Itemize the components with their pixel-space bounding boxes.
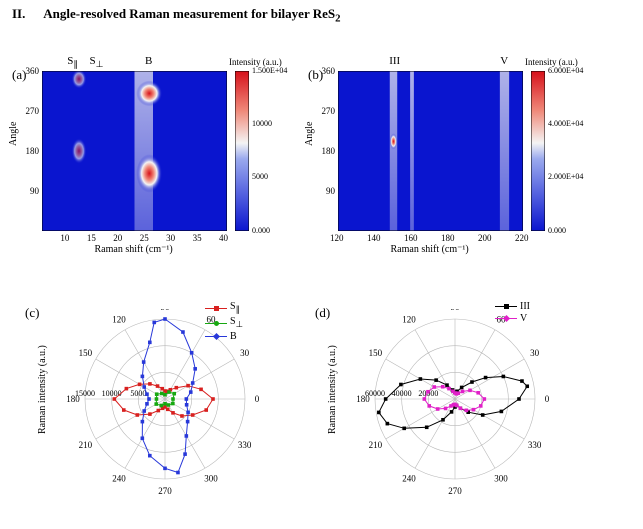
figure: (a)S∥S⊥B90180270360Angle10152025303540Ra… <box>0 39 643 519</box>
svg-text:120: 120 <box>402 314 416 324</box>
svg-text:300: 300 <box>494 473 508 483</box>
svg-text:90: 90 <box>161 309 171 312</box>
svg-text:210: 210 <box>369 440 383 450</box>
svg-text:60000: 60000 <box>365 389 385 398</box>
svg-text:120: 120 <box>112 314 126 324</box>
svg-text:240: 240 <box>402 473 416 483</box>
svg-text:150: 150 <box>369 348 383 358</box>
svg-text:30: 30 <box>530 348 540 358</box>
svg-text:270: 270 <box>448 486 462 496</box>
svg-text:330: 330 <box>528 440 542 450</box>
svg-text:90: 90 <box>451 309 461 312</box>
svg-text:0: 0 <box>255 394 260 404</box>
svg-text:270: 270 <box>158 486 172 496</box>
section-title: Angle-resolved Raman measurement for bil… <box>43 6 340 21</box>
svg-text:300: 300 <box>204 473 218 483</box>
svg-text:210: 210 <box>79 440 93 450</box>
svg-text:240: 240 <box>112 473 126 483</box>
svg-text:30: 30 <box>240 348 250 358</box>
svg-text:15000: 15000 <box>75 389 95 398</box>
svg-text:150: 150 <box>79 348 93 358</box>
svg-text:330: 330 <box>238 440 252 450</box>
svg-text:5000: 5000 <box>130 389 146 398</box>
svg-text:0: 0 <box>545 394 550 404</box>
section-number: II. <box>12 6 40 22</box>
svg-text:10000: 10000 <box>102 389 122 398</box>
